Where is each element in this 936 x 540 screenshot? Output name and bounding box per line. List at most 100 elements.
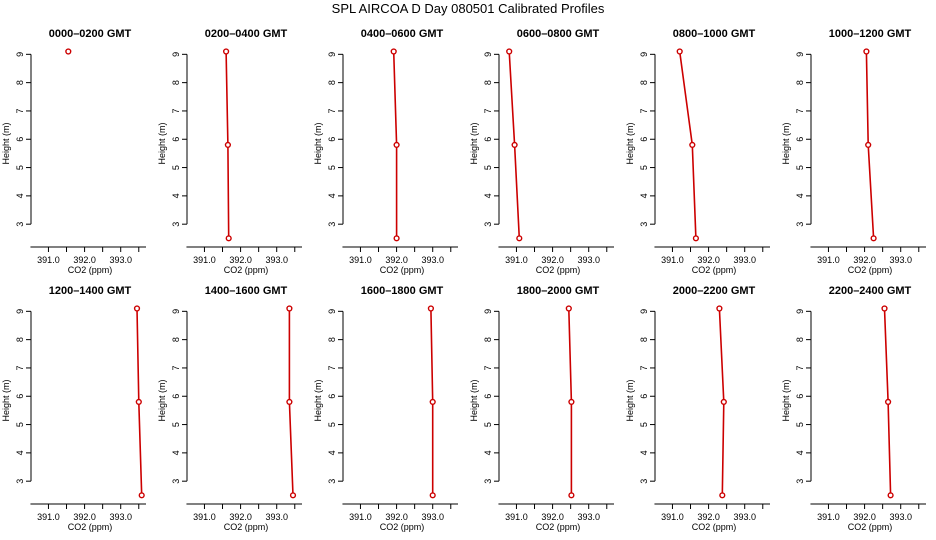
y-tick-label: 8: [483, 337, 493, 342]
y-tick-label: 9: [483, 52, 493, 57]
x-tick-label: 393.0: [577, 512, 600, 522]
data-point: [716, 305, 723, 312]
y-tick-label: 5: [15, 165, 25, 170]
x-axis-title: CO2 (ppm): [380, 522, 425, 532]
data-point: [568, 492, 575, 499]
x-tick-label: 391.0: [37, 255, 60, 265]
x-tick-label: 392.0: [73, 512, 96, 522]
y-tick-label: 5: [15, 422, 25, 427]
y-axis-title: Height (m): [625, 379, 635, 421]
y-axis-title: Height (m): [313, 379, 323, 421]
x-tick-label: 391.0: [505, 255, 528, 265]
y-tick-label: 7: [327, 365, 337, 370]
y-axis-title: Height (m): [1, 122, 11, 164]
y-tick-label: 3: [639, 222, 649, 227]
y-tick-label: 3: [15, 222, 25, 227]
data-point: [393, 235, 400, 242]
x-tick-label: 392.0: [73, 255, 96, 265]
data-point: [224, 141, 232, 149]
x-axis-title: CO2 (ppm): [536, 265, 581, 275]
y-tick-label: 9: [639, 309, 649, 314]
y-tick-label: 5: [327, 422, 337, 427]
y-axis: 3 4 5 6 7 8 9 Height (m): [157, 52, 188, 227]
y-tick-label: 6: [171, 394, 181, 399]
y-tick-label: 4: [483, 450, 493, 455]
x-tick-label: 392.0: [697, 512, 720, 522]
y-tick-label: 7: [639, 365, 649, 370]
y-tick-label: 5: [483, 165, 493, 170]
y-tick-label: 9: [795, 52, 805, 57]
y-tick-label: 9: [795, 309, 805, 314]
y-tick-label: 3: [171, 222, 181, 227]
x-tick-label: 392.0: [385, 255, 408, 265]
x-tick-label: 393.0: [421, 255, 444, 265]
y-tick-label: 3: [483, 222, 493, 227]
y-axis: 3 4 5 6 7 8 9 Height (m): [313, 309, 344, 484]
panel-title: 1600–1800 GMT: [361, 285, 444, 297]
y-tick-label: 6: [327, 394, 337, 399]
y-axis: 3 4 5 6 7 8 9 Height (m): [781, 309, 812, 484]
data-point: [565, 305, 572, 312]
x-tick-label: 391.0: [37, 512, 60, 522]
y-axis-title: Height (m): [625, 122, 635, 164]
y-axis: 3 4 5 6 7 8 9 Height (m): [1, 52, 32, 227]
panel-title: 0200–0400 GMT: [205, 28, 288, 40]
panel-title: 1200–1400 GMT: [49, 285, 132, 297]
x-tick-label: 392.0: [853, 512, 876, 522]
y-tick-label: 4: [327, 450, 337, 455]
data-point: [65, 48, 72, 55]
x-axis-title: CO2 (ppm): [848, 265, 893, 275]
data-point: [863, 48, 870, 55]
y-tick-label: 7: [483, 108, 493, 113]
y-tick-label: 4: [15, 450, 25, 455]
y-tick-label: 4: [15, 193, 25, 198]
y-tick-label: 9: [483, 309, 493, 314]
y-tick-label: 7: [639, 108, 649, 113]
x-tick-label: 391.0: [349, 255, 372, 265]
y-tick-label: 6: [171, 137, 181, 142]
data-point: [719, 492, 726, 499]
data-point: [870, 235, 877, 242]
x-tick-label: 393.0: [889, 512, 912, 522]
y-axis-title: Height (m): [157, 379, 167, 421]
data-point: [135, 398, 142, 406]
y-tick-label: 9: [15, 309, 25, 314]
y-tick-label: 3: [639, 479, 649, 484]
x-tick-label: 391.0: [661, 255, 684, 265]
y-axis-title: Height (m): [1, 379, 11, 421]
y-tick-label: 3: [15, 479, 25, 484]
x-axis-title: CO2 (ppm): [68, 522, 113, 532]
data-point: [133, 305, 141, 312]
y-tick-label: 7: [327, 108, 337, 113]
y-axis-title: Height (m): [781, 122, 791, 164]
data-point: [516, 235, 523, 242]
x-tick-label: 391.0: [193, 512, 216, 522]
y-tick-label: 8: [795, 80, 805, 85]
x-tick-label: 393.0: [421, 512, 444, 522]
data-point: [887, 492, 894, 499]
x-tick-label: 393.0: [577, 255, 600, 265]
x-tick-label: 392.0: [541, 512, 564, 522]
x-axis-title: CO2 (ppm): [536, 522, 581, 532]
x-tick-label: 392.0: [385, 512, 408, 522]
y-tick-label: 5: [327, 165, 337, 170]
y-axis-title: Height (m): [313, 122, 323, 164]
y-tick-label: 7: [171, 365, 181, 370]
y-axis: 3 4 5 6 7 8 9 Height (m): [157, 309, 188, 484]
y-tick-label: 7: [483, 365, 493, 370]
y-tick-label: 7: [795, 108, 805, 113]
panel-title: 1000–1200 GMT: [829, 28, 912, 40]
x-tick-label: 391.0: [661, 512, 684, 522]
y-tick-label: 4: [327, 193, 337, 198]
data-point: [511, 141, 518, 149]
